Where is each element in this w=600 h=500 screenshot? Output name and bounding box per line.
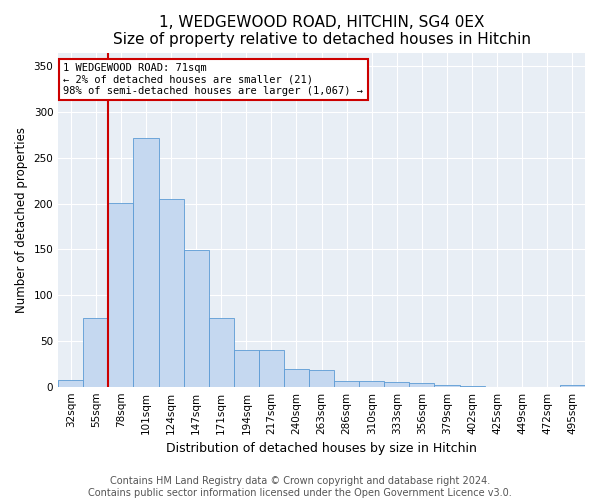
- Title: 1, WEDGEWOOD ROAD, HITCHIN, SG4 0EX
Size of property relative to detached houses: 1, WEDGEWOOD ROAD, HITCHIN, SG4 0EX Size…: [113, 15, 530, 48]
- Bar: [158, 199, 184, 386]
- Bar: [209, 318, 234, 386]
- Bar: [409, 383, 434, 386]
- Text: Contains HM Land Registry data © Crown copyright and database right 2024.
Contai: Contains HM Land Registry data © Crown c…: [88, 476, 512, 498]
- Y-axis label: Number of detached properties: Number of detached properties: [15, 126, 28, 312]
- Bar: [58, 380, 83, 386]
- Bar: [309, 370, 334, 386]
- Text: 1 WEDGEWOOD ROAD: 71sqm
← 2% of detached houses are smaller (21)
98% of semi-det: 1 WEDGEWOOD ROAD: 71sqm ← 2% of detached…: [64, 63, 364, 96]
- Bar: [83, 318, 109, 386]
- X-axis label: Distribution of detached houses by size in Hitchin: Distribution of detached houses by size …: [166, 442, 477, 455]
- Bar: [184, 250, 209, 386]
- Bar: [133, 138, 158, 386]
- Bar: [259, 350, 284, 387]
- Bar: [560, 385, 585, 386]
- Bar: [109, 203, 133, 386]
- Bar: [284, 370, 309, 386]
- Bar: [434, 385, 460, 386]
- Bar: [334, 381, 359, 386]
- Bar: [359, 381, 385, 386]
- Bar: [385, 382, 409, 386]
- Bar: [234, 350, 259, 387]
